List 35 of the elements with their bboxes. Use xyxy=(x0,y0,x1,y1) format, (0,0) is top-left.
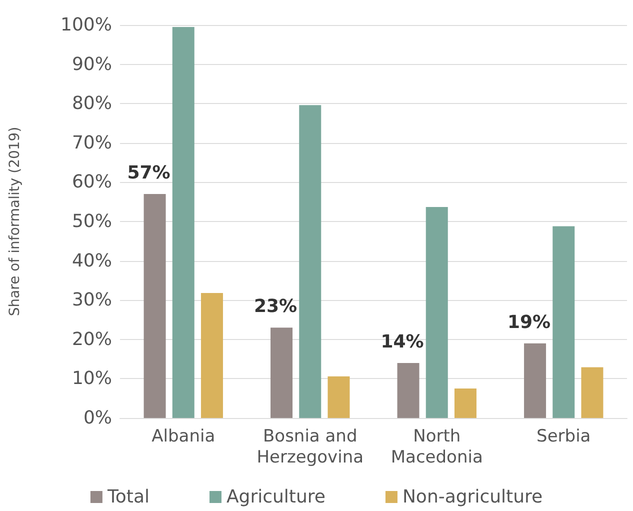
y-tick-label: 100% xyxy=(60,14,112,36)
bar xyxy=(299,105,322,418)
bar xyxy=(552,226,575,418)
data-label: 23% xyxy=(254,296,298,318)
bar xyxy=(426,206,448,418)
y-tick-label: 40% xyxy=(72,250,112,272)
y-tick-label: 60% xyxy=(72,172,112,193)
data-label: 14% xyxy=(380,331,424,352)
bar xyxy=(200,293,223,418)
bar xyxy=(397,362,420,418)
bar xyxy=(454,388,476,418)
legend-label: Non-agriculture xyxy=(402,486,543,508)
bar xyxy=(524,343,546,418)
bar xyxy=(328,376,350,418)
y-tick-label: 10% xyxy=(72,368,112,390)
y-tick-label: 20% xyxy=(72,328,112,350)
y-tick-label: 80% xyxy=(72,93,112,114)
y-tick-label: 70% xyxy=(72,132,112,154)
legend-label: Total xyxy=(106,486,150,508)
x-tick-label: North Macedonia xyxy=(390,426,483,468)
data-label: 57% xyxy=(127,162,170,184)
y-tick-label: 0% xyxy=(83,408,112,428)
bar xyxy=(581,367,604,418)
bar xyxy=(270,328,293,418)
bar xyxy=(172,26,194,418)
y-tick-label: 50% xyxy=(72,211,112,232)
data-label: 19% xyxy=(507,312,551,333)
x-tick-label: Serbia xyxy=(536,426,591,446)
x-tick-label: Bosnia and Herzegovina xyxy=(256,426,364,468)
x-tick-label: Albania xyxy=(152,426,216,446)
legend-label: Agriculture xyxy=(226,486,326,508)
y-tick-label: 30% xyxy=(72,290,112,311)
y-axis-title: Share of informality (2019) xyxy=(7,126,23,316)
y-tick-label: 90% xyxy=(72,54,112,75)
bar xyxy=(144,194,166,418)
